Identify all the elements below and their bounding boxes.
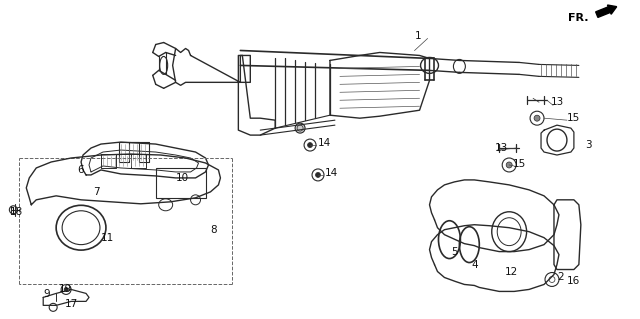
Text: FR.: FR. [568, 13, 589, 23]
Text: 3: 3 [585, 140, 591, 150]
Text: 2: 2 [557, 272, 564, 283]
Text: 4: 4 [471, 260, 478, 270]
Text: 7: 7 [93, 187, 100, 197]
Text: 8: 8 [211, 225, 217, 235]
Text: 14: 14 [318, 138, 332, 148]
Text: 1: 1 [415, 31, 421, 41]
Circle shape [64, 287, 68, 292]
Text: 9: 9 [44, 289, 50, 300]
Circle shape [316, 173, 321, 177]
Bar [156, 168, 205, 198]
Text: 16: 16 [567, 277, 580, 286]
Text: 13: 13 [495, 143, 509, 153]
Circle shape [506, 162, 512, 168]
Text: 6: 6 [77, 165, 84, 175]
Text: 17: 17 [65, 299, 78, 309]
Text: 15: 15 [513, 159, 527, 169]
Text: 5: 5 [451, 247, 458, 256]
Text: 14: 14 [325, 168, 338, 178]
Text: 11: 11 [101, 233, 114, 243]
Text: 18: 18 [10, 207, 22, 217]
FancyArrow shape [596, 5, 617, 18]
Text: 15: 15 [567, 113, 580, 123]
Circle shape [295, 123, 305, 133]
Text: 10: 10 [175, 173, 189, 183]
Text: 19: 19 [59, 285, 72, 294]
Circle shape [534, 115, 540, 121]
Circle shape [308, 143, 312, 148]
Text: 13: 13 [551, 97, 564, 107]
Text: 12: 12 [505, 266, 518, 277]
